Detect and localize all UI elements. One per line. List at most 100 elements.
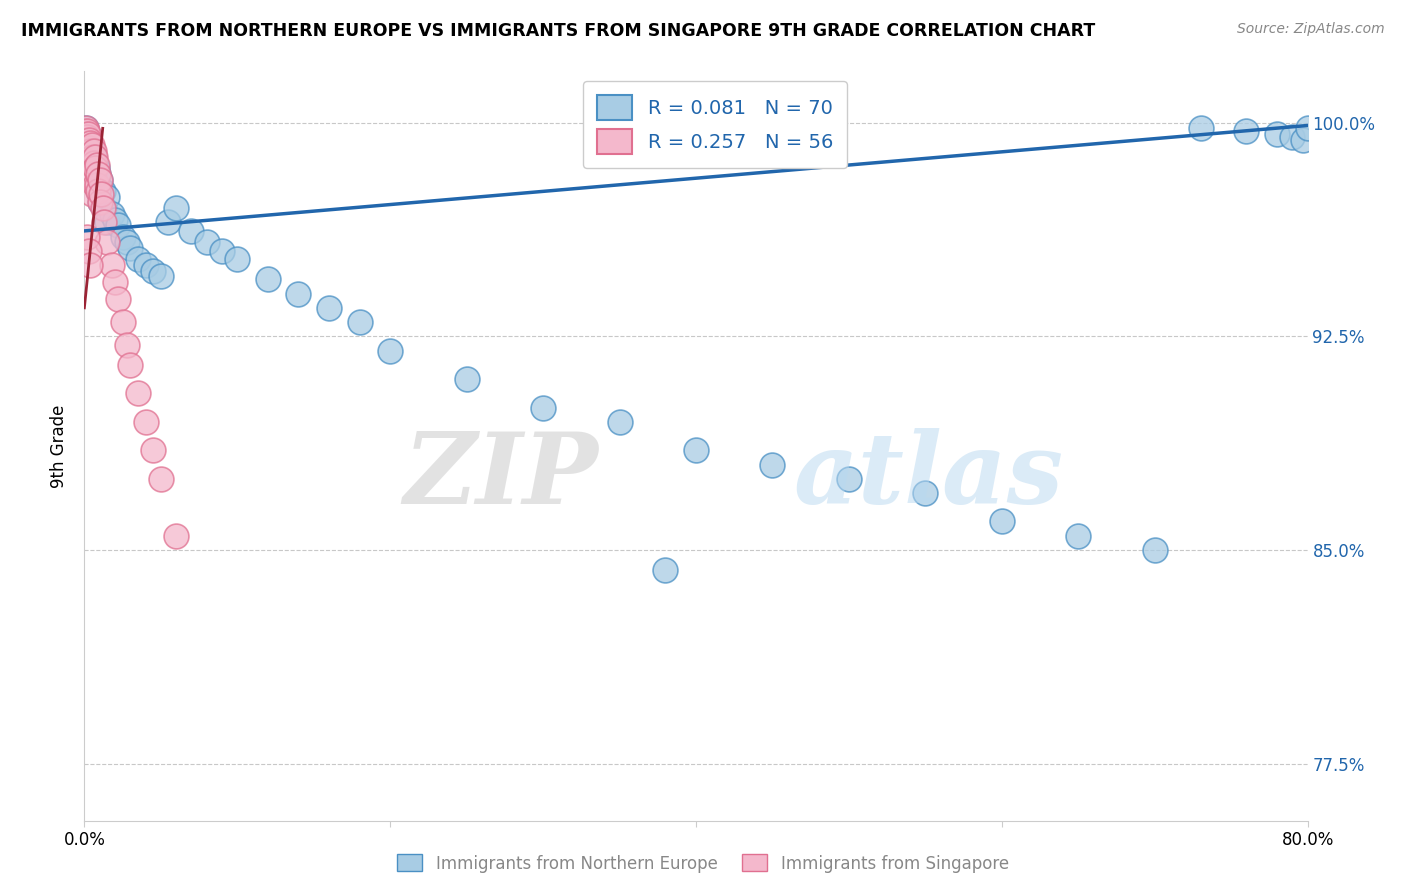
Point <box>195 235 218 250</box>
Point <box>111 315 134 329</box>
Point <box>90 186 112 201</box>
Point <box>76 138 98 153</box>
Point <box>75 144 97 158</box>
Point <box>79 155 101 169</box>
Point <box>80 158 103 172</box>
Point <box>77 141 100 155</box>
Point <box>80 172 103 186</box>
Point <box>380 343 402 358</box>
Point <box>1189 121 1212 136</box>
Point <box>107 293 129 307</box>
Point <box>73 124 96 138</box>
Text: IMMIGRANTS FROM NORTHERN EUROPE VS IMMIGRANTS FROM SINGAPORE 9TH GRADE CORRELATI: IMMIGRANTS FROM NORTHERN EUROPE VS IMMIG… <box>21 22 1095 40</box>
Point <box>107 218 129 232</box>
Point <box>165 201 187 215</box>
Point <box>80 144 103 158</box>
Point <box>157 215 180 229</box>
Point <box>86 161 108 176</box>
Point <box>101 207 124 221</box>
Text: atlas: atlas <box>794 428 1064 524</box>
Point <box>86 158 108 172</box>
Point <box>287 286 309 301</box>
Point <box>76 129 98 144</box>
Point <box>83 155 105 169</box>
Point <box>685 443 707 458</box>
Point <box>75 155 97 169</box>
Point <box>87 184 110 198</box>
Point <box>76 150 98 164</box>
Point <box>531 401 554 415</box>
Point <box>84 155 107 169</box>
Point <box>149 472 172 486</box>
Point <box>96 190 118 204</box>
Point <box>79 144 101 158</box>
Point <box>1292 133 1315 147</box>
Text: Source: ZipAtlas.com: Source: ZipAtlas.com <box>1237 22 1385 37</box>
Point <box>91 184 114 198</box>
Point <box>79 172 101 186</box>
Point <box>84 150 107 164</box>
Point <box>142 443 165 458</box>
Point <box>654 563 676 577</box>
Point <box>80 155 103 169</box>
Point <box>75 121 97 136</box>
Point <box>75 129 97 144</box>
Point <box>1265 127 1288 141</box>
Point <box>349 315 371 329</box>
Point <box>76 161 98 176</box>
Point <box>1281 129 1303 144</box>
Point <box>96 215 118 229</box>
Point <box>318 301 340 315</box>
Point <box>86 178 108 193</box>
Point <box>77 127 100 141</box>
Point <box>609 415 631 429</box>
Legend: Immigrants from Northern Europe, Immigrants from Singapore: Immigrants from Northern Europe, Immigra… <box>391 847 1015 880</box>
Point <box>93 201 115 215</box>
Point <box>84 178 107 193</box>
Point <box>83 172 105 186</box>
Point <box>96 235 118 250</box>
Point <box>135 415 157 429</box>
Point <box>127 252 149 267</box>
Y-axis label: 9th Grade: 9th Grade <box>51 404 69 488</box>
Point <box>91 201 114 215</box>
Point <box>1067 529 1090 543</box>
Point <box>77 136 100 150</box>
Point <box>257 272 280 286</box>
Point <box>115 235 138 250</box>
Point <box>75 136 97 150</box>
Point <box>76 124 98 138</box>
Point <box>89 195 111 210</box>
Point <box>89 195 111 210</box>
Point <box>211 244 233 258</box>
Point <box>84 172 107 186</box>
Point <box>1143 543 1166 558</box>
Point <box>86 178 108 193</box>
Point <box>104 275 127 289</box>
Point <box>77 147 100 161</box>
Point <box>127 386 149 401</box>
Point <box>76 229 98 244</box>
Point <box>83 144 105 158</box>
Point <box>79 258 101 272</box>
Point <box>75 133 97 147</box>
Point <box>80 150 103 164</box>
Point <box>456 372 478 386</box>
Point <box>87 167 110 181</box>
Point <box>104 212 127 227</box>
Point <box>77 244 100 258</box>
Point <box>83 150 105 164</box>
Point <box>76 133 98 147</box>
Point <box>991 515 1014 529</box>
Point <box>838 472 860 486</box>
Point <box>115 338 138 352</box>
Point <box>1236 124 1258 138</box>
Point <box>77 164 100 178</box>
Point <box>226 252 249 267</box>
Point <box>120 241 142 255</box>
Point <box>76 127 98 141</box>
Point <box>79 138 101 153</box>
Point <box>80 186 103 201</box>
Legend: R = 0.081   N = 70, R = 0.257   N = 56: R = 0.081 N = 70, R = 0.257 N = 56 <box>583 81 846 168</box>
Point <box>75 121 97 136</box>
